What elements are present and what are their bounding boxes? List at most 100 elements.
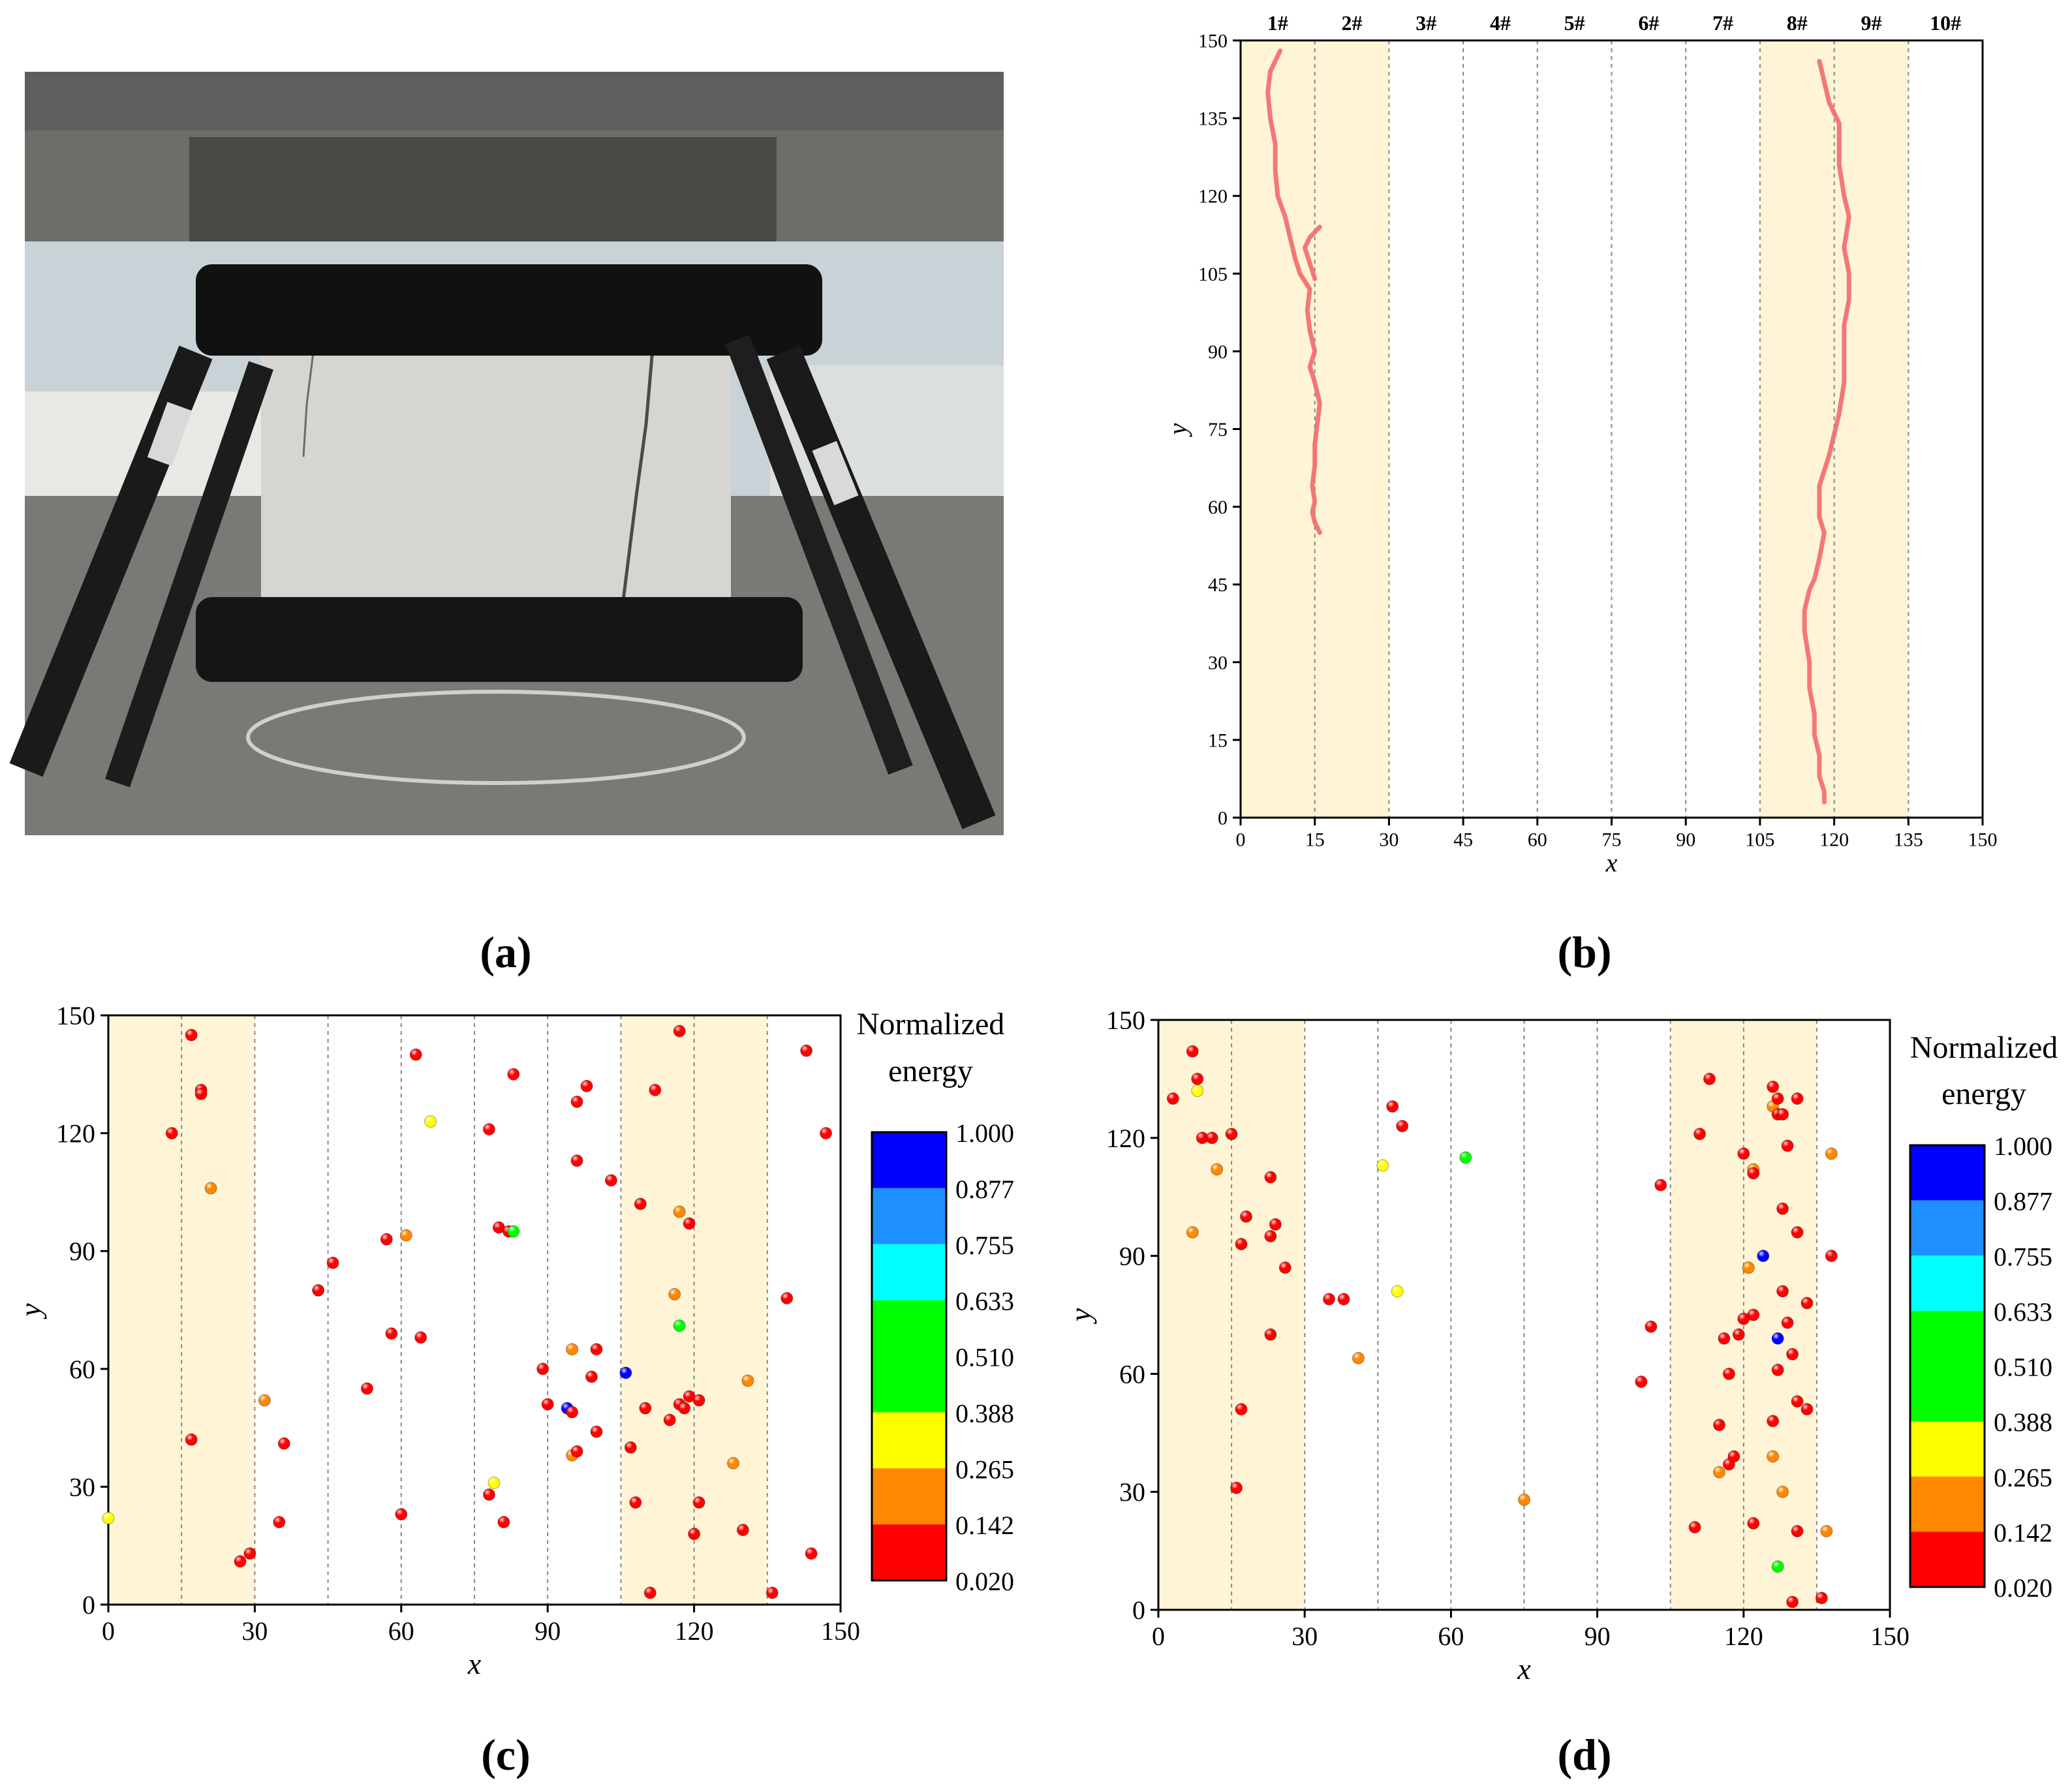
scatter-point-highlight [820, 1127, 832, 1139]
x-axis-label: x [467, 1647, 482, 1680]
colorbar-band [1910, 1200, 1985, 1256]
scatter-point-highlight [361, 1382, 373, 1394]
scatter-point-highlight [781, 1292, 793, 1304]
colorbar-tick-label: 0.142 [1994, 1518, 2052, 1547]
colorbar-band [1910, 1421, 1985, 1477]
scatter-point-highlight [1459, 1151, 1472, 1163]
y-axis-label: y [14, 1303, 47, 1319]
scatter-point-highlight [400, 1229, 412, 1242]
scatter-point-highlight [1235, 1403, 1248, 1415]
scatter-point-highlight [1723, 1368, 1735, 1380]
x-axis-label: x [1517, 1652, 1531, 1686]
scatter-point-highlight [1645, 1321, 1657, 1333]
scatter-point-highlight [766, 1586, 779, 1599]
x-tick-label: 90 [1585, 1622, 1611, 1651]
y-tick-label: 60 [69, 1355, 95, 1384]
scatter-point-highlight [649, 1084, 661, 1096]
scatter-point-highlight [1776, 1285, 1789, 1297]
scatter-point-highlight [1801, 1403, 1813, 1415]
y-tick-label: 30 [69, 1472, 95, 1501]
x-tick-label: 135 [1894, 829, 1923, 851]
scatter-point-highlight [1772, 1092, 1784, 1105]
scatter-point-highlight [1352, 1352, 1365, 1364]
y-tick-label: 120 [56, 1119, 95, 1148]
column-label: 4# [1490, 11, 1511, 35]
x-tick-label: 150 [1968, 829, 1998, 851]
scatter-point-highlight [629, 1496, 642, 1509]
plot-frame [1157, 1019, 1891, 1611]
scatter-point-highlight [483, 1123, 495, 1135]
scatter-point-highlight [1396, 1120, 1408, 1132]
colorbar-tick-label: 0.265 [955, 1455, 1014, 1484]
scatter-point-highlight [1235, 1238, 1248, 1250]
scatter-point-highlight [493, 1222, 505, 1234]
colorbar-tick-label: 0.510 [1994, 1353, 2052, 1382]
scatter-point-highlight [1323, 1293, 1335, 1305]
scatter-point-highlight [639, 1402, 651, 1414]
colorbar-band [872, 1244, 946, 1301]
scatter-point-highlight [693, 1394, 705, 1406]
scatter-point-highlight [688, 1528, 700, 1540]
y-tick-label: 0 [82, 1590, 95, 1620]
x-tick-label: 30 [1291, 1622, 1318, 1651]
colorbar-band [872, 1412, 946, 1469]
colorbar-title: Normalized [857, 1007, 1005, 1041]
column-label: 10# [1930, 11, 1961, 35]
scatter-point-highlight [1518, 1494, 1530, 1506]
scatter-point-highlight [395, 1508, 407, 1520]
scatter-point-highlight [1264, 1171, 1276, 1184]
scatter-point-highlight [1206, 1132, 1218, 1144]
colorbar-band [872, 1468, 946, 1525]
photo-concrete-specimen-icon [9, 72, 1004, 835]
scatter-point-highlight [166, 1127, 178, 1139]
scatter-point-highlight [634, 1197, 647, 1210]
scatter-point-highlight [644, 1586, 657, 1599]
chart-1: 0 30 60 90 120 150 0 30 60 90 120 150 x y [14, 1001, 860, 1680]
scatter-point-highlight [619, 1366, 632, 1379]
x-tick-label: 0 [102, 1616, 115, 1646]
scatter-point-highlight [1264, 1329, 1276, 1341]
scatter-point-highlight [278, 1438, 290, 1450]
scatter-point-highlight [1693, 1128, 1706, 1140]
x-tick-label: 90 [534, 1616, 561, 1646]
scatter-point-highlight [1786, 1595, 1799, 1608]
column-label: 9# [1861, 11, 1881, 35]
scatter-point-highlight [668, 1288, 681, 1301]
x-tick-label: 150 [821, 1616, 860, 1646]
x-tick-label: 30 [241, 1616, 268, 1646]
x-tick-label: 105 [1745, 829, 1774, 851]
scatter-point-highlight [585, 1370, 598, 1383]
scatter-point-highlight [1167, 1092, 1179, 1105]
scatter-point-highlight [571, 1096, 583, 1108]
scatter-point-highlight [1791, 1092, 1804, 1105]
scatter-point-highlight [1782, 1139, 1794, 1152]
scatter-point-highlight [497, 1516, 510, 1528]
colorbar-band [872, 1132, 946, 1188]
scatter-point-highlight [566, 1406, 578, 1419]
y-tick-label: 150 [1106, 1006, 1145, 1035]
panel-label-c: (c) [481, 1730, 530, 1779]
x-tick-label: 0 [1236, 829, 1246, 851]
scatter-point-highlight [800, 1045, 812, 1057]
scatter-point-highlight [1737, 1313, 1750, 1325]
colorbar-title: Normalized [1910, 1030, 2058, 1065]
scatter-point-highlight [312, 1284, 324, 1297]
colorbar-band [1910, 1255, 1985, 1311]
colorbar-tick-label: 0.755 [955, 1231, 1014, 1260]
scatter-point-highlight [1782, 1317, 1794, 1329]
scatter-point-highlight [727, 1457, 739, 1470]
y-tick-label: 120 [1198, 186, 1228, 208]
y-tick-label: 90 [69, 1237, 95, 1266]
y-tick-label: 15 [1208, 730, 1228, 751]
y-tick-label: 150 [1198, 31, 1228, 52]
scatter-point-highlight [737, 1524, 749, 1536]
colorbar-tick-label: 0.877 [955, 1175, 1014, 1204]
scatter-point-highlight [102, 1512, 114, 1524]
colorbar-tick-label: 0.142 [955, 1511, 1014, 1540]
scatter-point-highlight [1816, 1592, 1828, 1604]
panel-label-a: (a) [480, 927, 531, 977]
colorbar-band [872, 1300, 946, 1413]
scatter-point-highlight [483, 1488, 495, 1501]
y-tick-label: 60 [1119, 1359, 1145, 1389]
